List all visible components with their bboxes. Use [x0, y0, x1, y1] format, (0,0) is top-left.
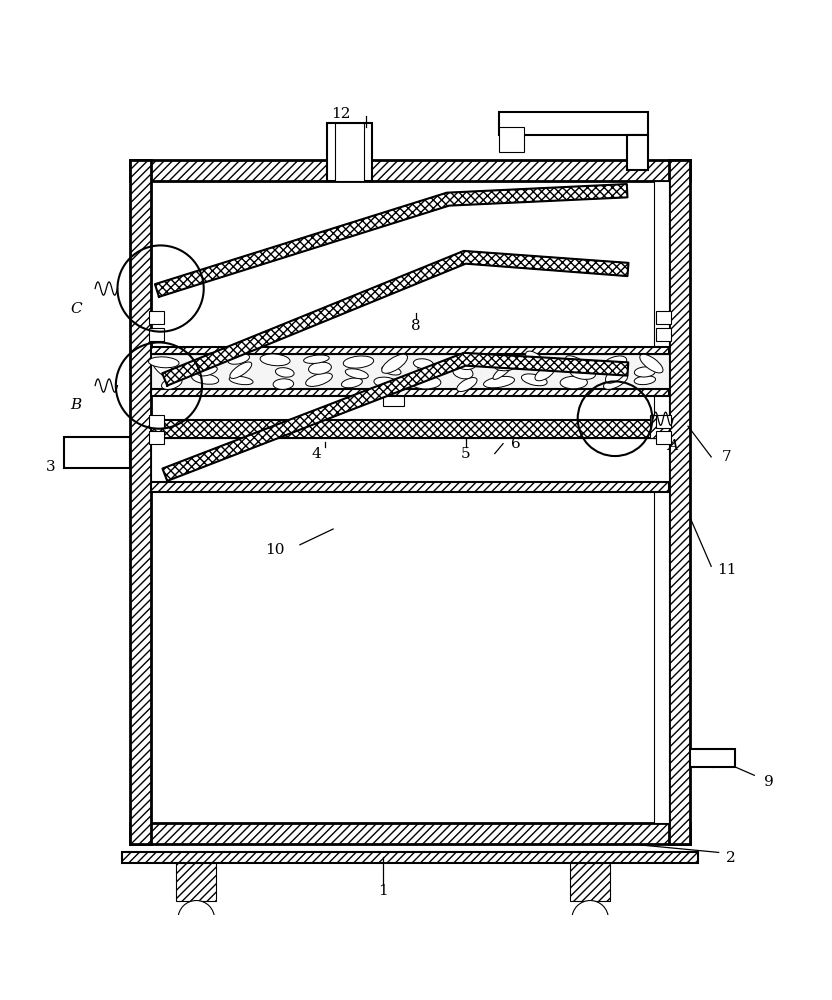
- Ellipse shape: [640, 354, 663, 373]
- Ellipse shape: [201, 353, 218, 366]
- Bar: [656, 415, 671, 428]
- Ellipse shape: [197, 366, 217, 376]
- Text: 6: 6: [511, 437, 520, 451]
- Bar: [669, 160, 690, 844]
- Bar: [499, 127, 524, 152]
- Polygon shape: [162, 251, 628, 386]
- Ellipse shape: [382, 354, 408, 373]
- Ellipse shape: [411, 376, 441, 389]
- Ellipse shape: [606, 364, 627, 383]
- Ellipse shape: [453, 366, 473, 379]
- Text: 10: 10: [265, 543, 285, 557]
- Ellipse shape: [341, 378, 363, 388]
- Text: B: B: [71, 398, 82, 412]
- Text: 4: 4: [312, 447, 321, 461]
- Text: 1: 1: [378, 884, 388, 898]
- Bar: [656, 328, 671, 341]
- Ellipse shape: [535, 366, 554, 381]
- Ellipse shape: [305, 373, 333, 386]
- Ellipse shape: [153, 359, 175, 378]
- Ellipse shape: [457, 378, 477, 392]
- Text: 3: 3: [47, 460, 56, 474]
- Bar: [335, 123, 364, 181]
- Ellipse shape: [304, 355, 329, 363]
- Ellipse shape: [602, 356, 626, 372]
- Ellipse shape: [148, 357, 179, 368]
- Bar: [570, 863, 610, 901]
- Bar: [151, 482, 669, 492]
- Bar: [656, 431, 671, 444]
- Bar: [327, 123, 373, 181]
- Ellipse shape: [309, 362, 331, 374]
- Bar: [650, 415, 669, 438]
- Polygon shape: [155, 184, 627, 297]
- Bar: [130, 823, 690, 844]
- Ellipse shape: [570, 367, 596, 379]
- Bar: [654, 420, 669, 438]
- Ellipse shape: [566, 356, 591, 372]
- Ellipse shape: [414, 359, 433, 369]
- Bar: [627, 135, 648, 170]
- Text: 7: 7: [722, 450, 732, 464]
- Bar: [383, 396, 404, 406]
- Bar: [656, 311, 671, 324]
- Text: 11: 11: [717, 563, 736, 577]
- Ellipse shape: [273, 379, 294, 389]
- Circle shape: [572, 901, 608, 937]
- Ellipse shape: [275, 368, 294, 377]
- Bar: [151, 318, 669, 347]
- Circle shape: [178, 901, 215, 937]
- Bar: [690, 749, 735, 767]
- Ellipse shape: [456, 357, 477, 370]
- Polygon shape: [162, 353, 628, 481]
- Bar: [151, 420, 654, 438]
- Ellipse shape: [634, 376, 656, 385]
- Bar: [149, 415, 164, 428]
- Bar: [149, 311, 164, 324]
- Bar: [130, 160, 151, 844]
- Text: 5: 5: [461, 447, 471, 461]
- Ellipse shape: [230, 362, 252, 378]
- Ellipse shape: [634, 367, 656, 377]
- Bar: [130, 160, 690, 181]
- Text: C: C: [70, 302, 82, 316]
- Ellipse shape: [493, 363, 513, 379]
- Ellipse shape: [382, 366, 401, 375]
- Bar: [151, 389, 669, 396]
- Bar: [654, 181, 669, 823]
- Bar: [176, 863, 216, 901]
- Ellipse shape: [229, 376, 253, 385]
- Bar: [151, 347, 669, 354]
- Ellipse shape: [374, 377, 398, 388]
- Bar: [151, 438, 669, 482]
- Bar: [121, 852, 698, 863]
- Ellipse shape: [161, 377, 182, 389]
- Ellipse shape: [493, 358, 519, 371]
- Ellipse shape: [560, 376, 587, 389]
- Ellipse shape: [483, 376, 514, 388]
- Text: 12: 12: [332, 107, 351, 121]
- Ellipse shape: [228, 354, 250, 364]
- Bar: [151, 354, 669, 389]
- Ellipse shape: [260, 354, 290, 366]
- Bar: [63, 437, 130, 468]
- Bar: [149, 431, 164, 444]
- Ellipse shape: [345, 369, 369, 379]
- Ellipse shape: [418, 363, 443, 376]
- Text: 9: 9: [764, 775, 773, 789]
- Ellipse shape: [603, 373, 627, 389]
- Bar: [149, 328, 164, 341]
- Text: 8: 8: [411, 319, 421, 333]
- Bar: [499, 112, 648, 135]
- Text: 2: 2: [726, 851, 736, 865]
- Ellipse shape: [526, 351, 545, 368]
- Ellipse shape: [191, 373, 219, 384]
- Ellipse shape: [522, 374, 547, 386]
- Text: A: A: [667, 439, 679, 453]
- Ellipse shape: [344, 356, 374, 368]
